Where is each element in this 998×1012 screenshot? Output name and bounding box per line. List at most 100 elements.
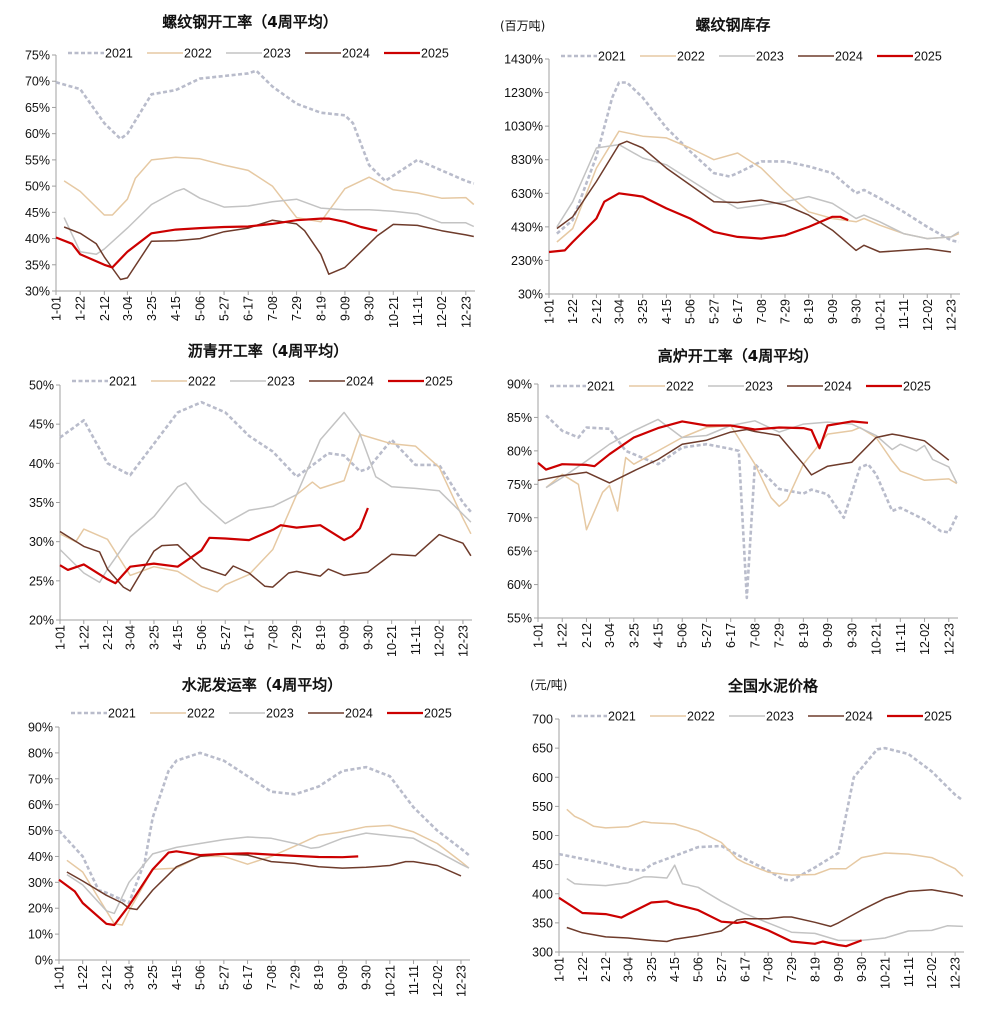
x-tick-label: 7-29 xyxy=(290,296,304,321)
x-tick-label: 2-12 xyxy=(98,296,112,321)
x-tick-label: 1-22 xyxy=(76,965,90,990)
y-tick-label: 30% xyxy=(29,535,54,549)
x-tick-label: 3-25 xyxy=(147,625,161,650)
x-tick-label: 10-21 xyxy=(870,623,884,655)
x-tick-label: 12-02 xyxy=(921,299,935,331)
x-tick-label: 6-17 xyxy=(738,957,752,982)
y-tick-label: 70% xyxy=(28,772,53,786)
legend-label-2025: 2025 xyxy=(425,375,453,389)
y-tick-label: 20% xyxy=(28,902,53,916)
y-tick-label: 45% xyxy=(25,206,50,220)
y-tick-label: 90% xyxy=(28,721,53,735)
y-tick-label: 350 xyxy=(532,916,553,930)
y-tick-label: 70% xyxy=(507,511,532,525)
x-tick-label: 2-12 xyxy=(599,957,613,982)
series-line-2023 xyxy=(63,187,475,256)
legend-label-2023: 2023 xyxy=(766,710,794,724)
legend-label-2022: 2022 xyxy=(187,707,215,721)
y-tick-label: 30% xyxy=(28,876,53,890)
y-tick-label: 60% xyxy=(25,127,50,141)
chart-panel: 全国水泥价格 (元/吨) 300 350 400 450 500 550 600 650 700 1-… xyxy=(530,677,964,989)
x-tick-label: 9-09 xyxy=(832,957,846,982)
series-line-2022 xyxy=(59,433,472,593)
legend-label-2021: 2021 xyxy=(108,707,136,721)
x-tick-label: 12-02 xyxy=(433,625,447,657)
y-tick-label: 65% xyxy=(25,101,50,115)
y-tick-label: 50% xyxy=(25,180,50,194)
series-line-2023 xyxy=(556,143,960,240)
y-tick-label: 50% xyxy=(28,824,53,838)
x-tick-label: 2-12 xyxy=(590,299,604,324)
legend-label-2025: 2025 xyxy=(924,710,952,724)
x-tick-label: 7-29 xyxy=(778,299,792,324)
legend-label-2023: 2023 xyxy=(263,47,291,61)
x-tick-label: 1-01 xyxy=(54,625,68,650)
x-tick-label: 6-17 xyxy=(243,625,257,650)
x-tick-label: 9-09 xyxy=(821,623,835,648)
legend-label-2024: 2024 xyxy=(346,375,374,389)
x-tick-label: 9-09 xyxy=(338,296,352,321)
x-tick-label: 2-12 xyxy=(580,623,594,648)
y-tick-label: 35% xyxy=(25,258,50,272)
unit-label: (百万吨) xyxy=(500,19,545,33)
x-tick-label: 1-01 xyxy=(543,299,557,324)
x-tick-label: 3-04 xyxy=(123,965,137,990)
y-tick-label: 20% xyxy=(29,614,54,628)
x-tick-label: 7-08 xyxy=(762,957,776,982)
x-tick-label: 1-01 xyxy=(553,957,567,982)
x-tick-label: 5-27 xyxy=(700,623,714,648)
x-tick-label: 5-06 xyxy=(684,299,698,324)
y-tick-label: 1430% xyxy=(504,53,543,67)
x-tick-label: 3-25 xyxy=(145,296,159,321)
legend-label-2025: 2025 xyxy=(424,707,452,721)
series-line-2023 xyxy=(59,411,472,584)
legend-label-2025: 2025 xyxy=(421,47,449,61)
chart-panel: 沥青开工率（4周平均） 20% 25% 30% 35% 40% 45% 50% 1-01 1-22… xyxy=(29,342,472,657)
x-tick-label: 3-25 xyxy=(645,957,659,982)
y-tick-label: 30% xyxy=(25,285,50,299)
x-tick-label: 1-01 xyxy=(50,296,64,321)
x-tick-label: 10-21 xyxy=(879,957,893,989)
x-tick-label: 4-15 xyxy=(169,296,183,321)
x-tick-label: 8-19 xyxy=(808,957,822,982)
y-tick-label: 60% xyxy=(28,798,53,812)
y-tick-label: 55% xyxy=(507,612,532,626)
x-tick-label: 4-15 xyxy=(660,299,674,324)
x-tick-label: 5-06 xyxy=(676,623,690,648)
x-tick-label: 10-21 xyxy=(383,965,397,997)
legend-label-2025: 2025 xyxy=(914,50,942,64)
legend-label-2022: 2022 xyxy=(687,710,715,724)
x-tick-label: 11-11 xyxy=(409,625,423,655)
x-tick-label: 8-19 xyxy=(314,625,328,650)
legend-label-2025: 2025 xyxy=(903,380,931,394)
y-tick-label: 45% xyxy=(29,418,54,432)
y-tick-label: 85% xyxy=(507,411,532,425)
x-tick-label: 10-21 xyxy=(387,296,401,328)
series-line-2022 xyxy=(545,424,958,531)
x-tick-label: 1-01 xyxy=(532,623,546,648)
chart-title: 水泥发运率（4周平均） xyxy=(182,676,342,694)
y-tick-label: 75% xyxy=(507,478,532,492)
x-tick-label: 10-21 xyxy=(385,625,399,657)
x-tick-label: 2-12 xyxy=(100,965,114,990)
legend-label-2023: 2023 xyxy=(266,707,294,721)
legend-label-2022: 2022 xyxy=(184,47,212,61)
series-line-2022 xyxy=(63,156,475,223)
x-tick-label: 2-12 xyxy=(101,625,115,650)
y-tick-label: 550 xyxy=(532,800,553,814)
series-line-2021 xyxy=(55,69,475,185)
chart-title: 螺纹钢开工率（4周平均） xyxy=(162,13,337,31)
x-tick-label: 11-11 xyxy=(894,623,908,653)
x-tick-label: 7-29 xyxy=(785,957,799,982)
series-line-2024 xyxy=(59,530,472,592)
y-tick-label: 630% xyxy=(511,187,543,201)
x-tick-label: 7-08 xyxy=(748,623,762,648)
x-tick-label: 5-27 xyxy=(707,299,721,324)
x-tick-label: 1-22 xyxy=(556,623,570,648)
legend-label-2023: 2023 xyxy=(756,50,784,64)
x-tick-label: 12-23 xyxy=(942,623,956,655)
chart-panel: 水泥发运率（4周平均） 0% 10% 20% 30% 40% 50% 60% 70% 80% 90%… xyxy=(28,676,470,997)
x-tick-label: 3-25 xyxy=(627,623,641,648)
x-tick-label: 9-09 xyxy=(336,965,350,990)
